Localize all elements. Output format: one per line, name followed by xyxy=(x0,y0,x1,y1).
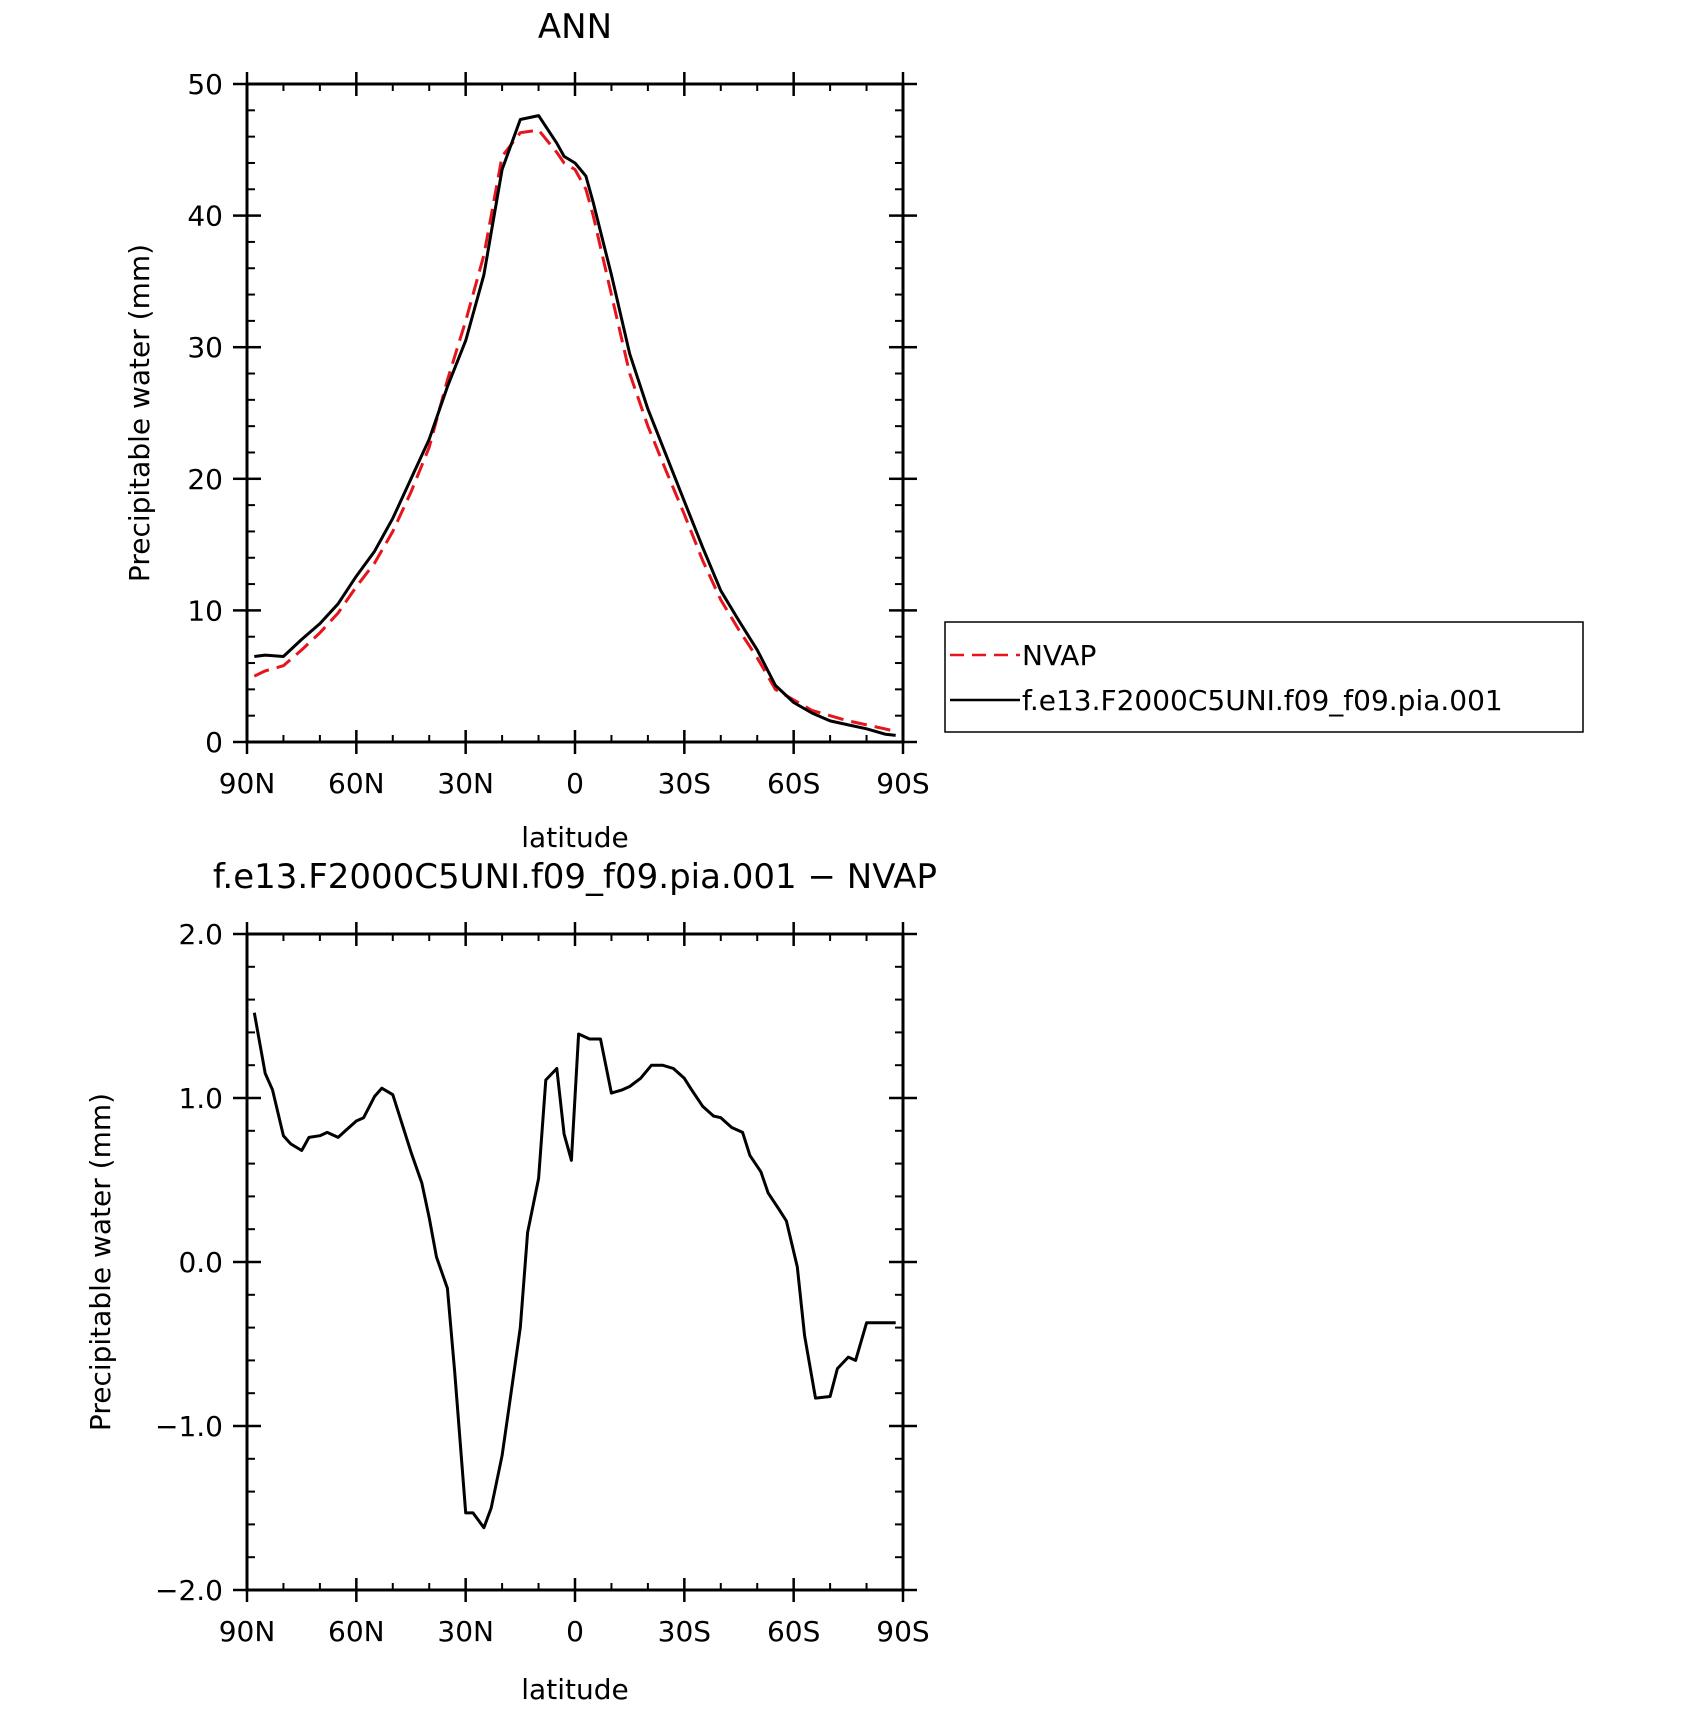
bottom-series-0-line xyxy=(252,1012,896,1530)
top-plot-frame xyxy=(245,82,905,744)
legend-label-nvap: NVAP xyxy=(1022,639,1096,672)
top-series-0-line xyxy=(253,128,897,733)
bottom-series-group xyxy=(252,1012,896,1530)
top-xtick-label: 90S xyxy=(876,767,929,800)
bottom-ytick-label: −2.0 xyxy=(155,1574,223,1607)
top-xtick-label: 30N xyxy=(437,767,494,800)
top-ytick-label: 40 xyxy=(187,200,223,233)
top-xtick-label: 60S xyxy=(767,767,820,800)
bottom-xtick-label: 30S xyxy=(658,1615,711,1648)
top-ytick-label: 10 xyxy=(187,594,223,627)
top-yaxis-label: Precipitable water (mm) xyxy=(123,244,156,582)
bottom-panel: f.e13.F2000C5UNI.f09_f09.pia.001 − NVAP … xyxy=(84,857,937,1706)
top-panel-title: ANN xyxy=(538,7,612,47)
bottom-xaxis-label: latitude xyxy=(521,1673,628,1706)
legend-label-model: f.e13.F2000C5UNI.f09_f09.pia.001 xyxy=(1022,684,1503,717)
top-panel: ANN 0 10 20 30 40 50 90N 60N 30N 0 30S 60S 90S lati… xyxy=(123,7,930,854)
bottom-xtick-label: 30N xyxy=(437,1615,494,1648)
top-xtick-label: 60N xyxy=(328,767,385,800)
bottom-xtick-label: 60N xyxy=(328,1615,385,1648)
top-ytick-label: 30 xyxy=(187,331,223,364)
legend-box xyxy=(944,621,1584,733)
top-ytick-label: 50 xyxy=(187,68,223,101)
bottom-ticks xyxy=(233,922,917,1602)
bottom-xtick-label: 90N xyxy=(219,1615,276,1648)
legend: NVAP f.e13.F2000C5UNI.f09_f09.pia.001 xyxy=(944,621,1584,733)
top-series-group xyxy=(253,114,897,737)
bottom-xtick-label: 0 xyxy=(566,1615,584,1648)
top-ytick-label: 20 xyxy=(187,463,223,496)
top-xtick-label: 30S xyxy=(658,767,711,800)
bottom-ytick-label: 2.0 xyxy=(178,918,223,951)
bottom-xtick-label: 90S xyxy=(876,1615,929,1648)
top-series-1-line xyxy=(254,114,896,737)
bottom-panel-title: f.e13.F2000C5UNI.f09_f09.pia.001 − NVAP xyxy=(213,857,937,897)
bottom-ytick-labels: 2.0 1.0 0.0 −1.0 −2.0 xyxy=(155,918,223,1607)
bottom-ytick-label: −1.0 xyxy=(155,1410,223,1443)
bottom-ytick-label: 1.0 xyxy=(178,1082,223,1115)
top-ytick-label: 0 xyxy=(205,726,223,759)
bottom-yaxis-label: Precipitable water (mm) xyxy=(84,1093,117,1431)
top-ticks xyxy=(233,72,917,754)
bottom-xtick-labels: 90N 60N 30N 0 30S 60S 90S xyxy=(219,1615,930,1648)
top-xtick-label: 90N xyxy=(219,767,276,800)
top-ytick-labels: 0 10 20 30 40 50 xyxy=(187,68,223,759)
top-xaxis-label: latitude xyxy=(521,821,628,854)
top-xtick-labels: 90N 60N 30N 0 30S 60S 90S xyxy=(219,767,930,800)
top-xtick-label: 0 xyxy=(566,767,584,800)
bottom-xtick-label: 60S xyxy=(767,1615,820,1648)
bottom-plot-frame xyxy=(245,932,905,1592)
bottom-ytick-label: 0.0 xyxy=(178,1246,223,1279)
